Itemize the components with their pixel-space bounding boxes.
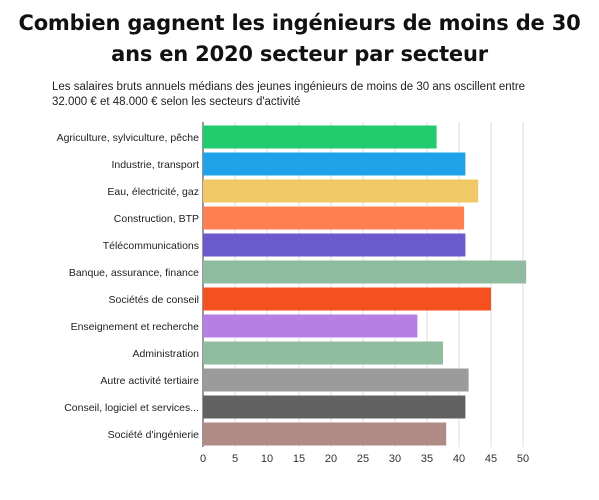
category-label: Conseil, logiciel et services... (64, 402, 199, 414)
category-label: Construction, BTP (114, 213, 199, 225)
category-label: Société d'ingénierie (108, 429, 199, 441)
bar (203, 206, 465, 230)
bar (203, 260, 527, 284)
bar (203, 152, 466, 176)
x-tick-label: 35 (421, 453, 433, 465)
x-tick-label: 20 (325, 453, 337, 465)
x-tick-label: 25 (357, 453, 369, 465)
x-tick-label: 50 (517, 453, 529, 465)
bar (203, 287, 491, 311)
bar (203, 395, 466, 419)
chart-title: Combien gagnent les ingénieurs de moins … (18, 11, 581, 66)
x-tick-label: 0 (200, 453, 206, 465)
category-label: Administration (132, 348, 199, 360)
bar (203, 314, 418, 338)
category-label: Banque, assurance, finance (69, 267, 199, 279)
bar (203, 125, 437, 149)
bar (203, 179, 479, 203)
bar (203, 233, 466, 257)
category-label: Eau, électricité, gaz (107, 186, 199, 198)
category-label: Agriculture, sylviculture, pêche (57, 132, 200, 144)
x-tick-label: 45 (485, 453, 497, 465)
category-label: Enseignement et recherche (71, 321, 200, 333)
x-tick-label: 5 (232, 453, 238, 465)
x-tick-label: 15 (293, 453, 305, 465)
bar (203, 422, 447, 446)
bar (203, 341, 443, 365)
category-label: Autre activité tertiaire (100, 375, 199, 387)
category-label: Télécommunications (103, 240, 199, 252)
x-tick-label: 40 (453, 453, 465, 465)
x-tick-label: 30 (389, 453, 401, 465)
x-tick-label: 10 (261, 453, 273, 465)
bar (203, 368, 469, 392)
category-label: Sociétés de conseil (109, 294, 199, 306)
chart-subtitle: Les salaires bruts annuels médians des j… (52, 81, 526, 108)
category-label: Industrie, transport (111, 159, 199, 171)
